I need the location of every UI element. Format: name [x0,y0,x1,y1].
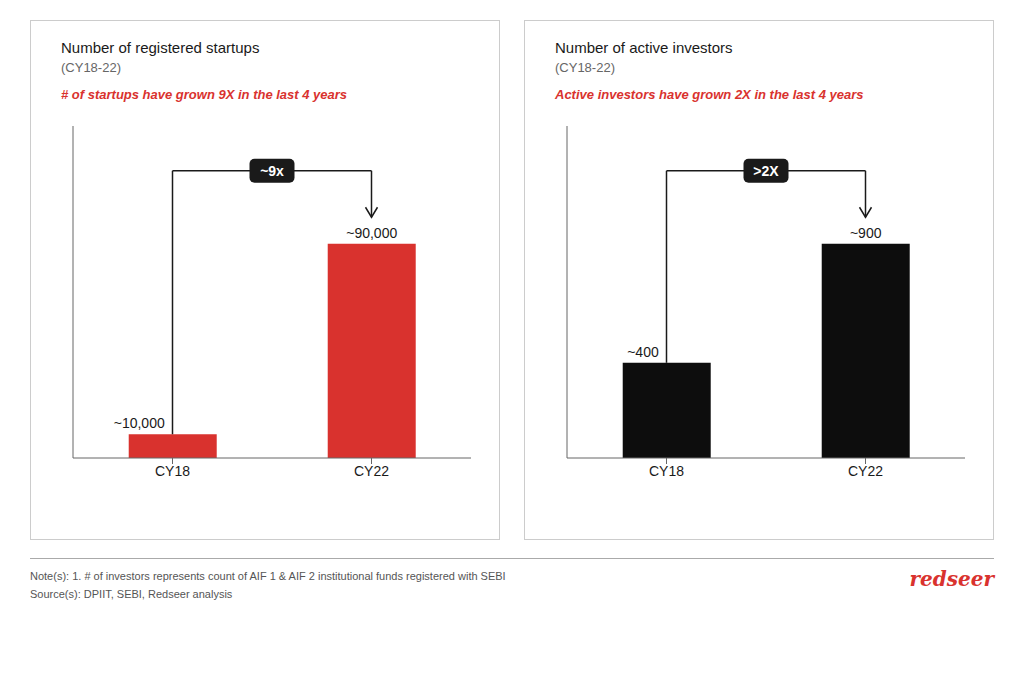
svg-text:>2X: >2X [753,163,779,179]
svg-text:~90,000: ~90,000 [346,225,397,241]
svg-text:~10,000: ~10,000 [114,415,165,431]
svg-text:~400: ~400 [627,344,659,360]
html-text:# of startups have grown 9X in: # of startups have grown 9X in the last … [61,87,348,102]
html-text:Source(s): DPIIT, SEBI, Redsee: Source(s): DPIIT, SEBI, Redseer analysis [30,588,233,600]
html-text:Note(s): 1. # of investors rep: Note(s): 1. # of investors represents co… [30,570,506,582]
html-text:redseer: redseer [909,567,994,591]
svg-text:~900: ~900 [850,225,882,241]
html-text:(CY18-22): (CY18-22) [555,60,615,75]
svg-text:CY18: CY18 [649,463,684,479]
svg-text:~9x: ~9x [260,163,284,179]
html-text:Active investors have grown 2X: Active investors have grown 2X in the la… [555,87,864,102]
html-text:(CY18-22): (CY18-22) [61,60,121,75]
html-text:Number of registered startups: Number of registered startups [61,39,260,56]
html-text:Number of active investors: Number of active investors [555,39,733,56]
svg-text:CY22: CY22 [848,463,883,479]
svg-text:CY22: CY22 [354,463,389,479]
svg-text:CY18: CY18 [155,463,190,479]
